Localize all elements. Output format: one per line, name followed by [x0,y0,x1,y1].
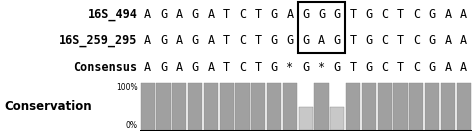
Text: T: T [349,61,357,74]
Text: G: G [191,8,199,21]
Text: G: G [428,61,436,74]
Text: A: A [207,8,215,21]
Text: G: G [271,34,278,47]
Text: A: A [144,8,151,21]
Text: 16S_259_295: 16S_259_295 [59,34,137,47]
Text: A: A [176,34,183,47]
Text: G: G [334,8,341,21]
Text: G: G [302,34,310,47]
Text: C: C [381,61,388,74]
Text: T: T [223,34,230,47]
Bar [251,83,265,131]
Text: A: A [318,34,325,47]
Text: G: G [271,8,278,21]
Bar [409,83,423,131]
Text: G: G [334,34,341,47]
Bar [298,3,345,53]
Text: A: A [207,61,215,74]
Bar [172,83,186,131]
Bar [267,83,281,131]
Text: Conservation: Conservation [5,100,92,113]
Text: 0%: 0% [126,121,137,130]
Bar [330,107,345,131]
Text: G: G [160,8,167,21]
Text: T: T [223,61,230,74]
Text: A: A [176,8,183,21]
Bar [393,83,408,131]
Text: A: A [460,34,467,47]
Text: A: A [144,34,151,47]
Text: G: G [160,34,167,47]
Text: G: G [334,61,341,74]
Bar [236,83,250,131]
Text: C: C [239,8,246,21]
Text: T: T [223,8,230,21]
Text: T: T [255,34,262,47]
Text: G: G [286,34,293,47]
Text: G: G [191,61,199,74]
Text: A: A [444,61,452,74]
Text: *: * [318,61,325,74]
Bar [425,83,439,131]
Bar [378,83,392,131]
Text: G: G [365,8,373,21]
Text: A: A [460,8,467,21]
Text: G: G [271,61,278,74]
Bar [156,83,171,131]
Text: A: A [444,34,452,47]
Text: G: G [365,61,373,74]
Bar [441,83,455,131]
Text: G: G [428,34,436,47]
Bar [346,83,360,131]
Text: G: G [428,8,436,21]
Text: A: A [444,8,452,21]
Text: T: T [397,61,404,74]
Text: C: C [239,61,246,74]
Text: G: G [318,8,325,21]
Bar [299,107,313,131]
Text: T: T [397,8,404,21]
Text: G: G [302,8,310,21]
Text: 16S_494: 16S_494 [88,8,137,21]
Text: 100%: 100% [116,83,137,92]
Text: A: A [207,34,215,47]
Bar [219,83,234,131]
Bar [314,83,328,131]
Text: T: T [397,34,404,47]
Bar [362,83,376,131]
Text: G: G [191,34,199,47]
Text: G: G [365,34,373,47]
Text: G: G [160,61,167,74]
Bar [456,83,471,131]
Bar [204,83,218,131]
Text: G: G [302,61,310,74]
Text: C: C [413,61,420,74]
Text: A: A [460,61,467,74]
Text: *: * [286,61,293,74]
Text: C: C [413,8,420,21]
Text: A: A [286,8,293,21]
Text: C: C [413,34,420,47]
Text: C: C [239,34,246,47]
Text: T: T [349,8,357,21]
Text: T: T [255,61,262,74]
Text: Consensus: Consensus [73,61,137,74]
Text: A: A [144,61,151,74]
Bar [141,83,155,131]
Text: T: T [255,8,262,21]
Text: C: C [381,34,388,47]
Bar [188,83,202,131]
Text: T: T [349,34,357,47]
Text: A: A [176,61,183,74]
Bar [283,83,297,131]
Text: C: C [381,8,388,21]
